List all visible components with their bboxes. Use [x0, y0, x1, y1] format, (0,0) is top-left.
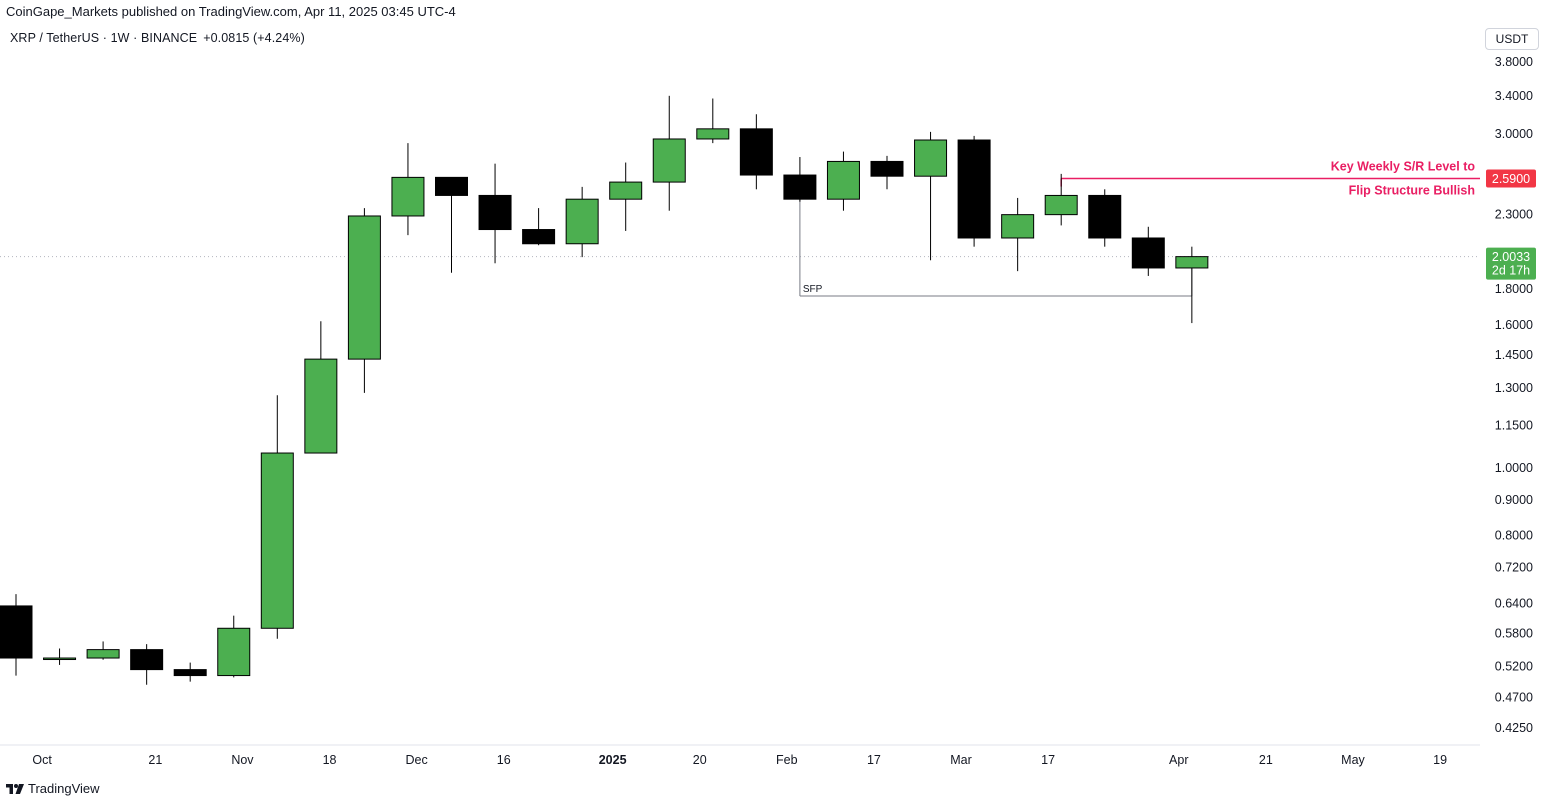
x-tick-label: 18 — [323, 753, 337, 767]
y-tick-label: 1.8000 — [1495, 282, 1533, 296]
candle-up[interactable] — [347, 215, 381, 360]
candle-up[interactable] — [260, 452, 294, 629]
candle-up[interactable] — [304, 358, 338, 454]
x-tick-label: 21 — [148, 753, 162, 767]
candle-up[interactable] — [1044, 194, 1078, 216]
candle-up[interactable] — [43, 657, 77, 661]
candle-down[interactable] — [1088, 194, 1122, 239]
y-tick-label: 1.1500 — [1495, 418, 1533, 432]
key-level-price-label: 2.5900 — [1492, 172, 1530, 186]
x-tick-label: 19 — [1433, 753, 1447, 767]
x-tick-label: Mar — [950, 753, 972, 767]
candle-down[interactable] — [957, 139, 991, 239]
y-tick-label: 0.8000 — [1495, 529, 1533, 543]
symbol-info: XRP / TetherUS · 1W · BINANCE +0.0815 (+4… — [10, 31, 305, 45]
x-tick-label: May — [1341, 753, 1365, 767]
candle-up[interactable] — [609, 181, 643, 200]
y-tick-label: 0.6400 — [1495, 597, 1533, 611]
currency-button[interactable]: USDT — [1485, 28, 1539, 50]
candle-down[interactable] — [783, 174, 817, 200]
candle-up[interactable] — [1001, 214, 1035, 239]
candle-up[interactable] — [914, 139, 948, 177]
y-tick-label: 0.4700 — [1495, 690, 1533, 704]
x-tick-label: Dec — [406, 753, 428, 767]
key-level-annotation-line2: Flip Structure Bullish — [1349, 184, 1475, 198]
candle-down[interactable] — [739, 128, 773, 176]
y-tick-label: 1.4500 — [1495, 348, 1533, 362]
current-price-badge — [1486, 247, 1536, 280]
candle-down[interactable] — [522, 229, 556, 245]
candle-down[interactable] — [1131, 237, 1165, 269]
y-tick-label: 3.8000 — [1495, 55, 1533, 69]
candle-down[interactable] — [130, 649, 164, 671]
candle-down[interactable] — [478, 194, 512, 231]
x-tick-label: Apr — [1169, 753, 1188, 767]
y-tick-label: 1.3000 — [1495, 381, 1533, 395]
x-tick-label: Nov — [231, 753, 254, 767]
candle-up[interactable] — [217, 627, 251, 677]
key-level-price-badge — [1486, 169, 1536, 188]
candle-up[interactable] — [565, 198, 599, 245]
candle-down[interactable] — [870, 160, 904, 177]
tradingview-logo-icon — [6, 783, 24, 794]
y-tick-label: 0.4250 — [1495, 721, 1533, 735]
candle-down[interactable] — [435, 176, 468, 196]
brand-name: TradingView — [28, 781, 100, 796]
price-change: +0.0815 (+4.24%) — [203, 31, 305, 45]
candle-up[interactable] — [696, 128, 730, 140]
y-tick-label: 0.9000 — [1495, 493, 1533, 507]
candle-up[interactable] — [1175, 256, 1209, 269]
x-tick-label: 21 — [1259, 753, 1273, 767]
x-tick-label: 17 — [1041, 753, 1055, 767]
x-tick-label: Feb — [776, 753, 798, 767]
y-tick-label: 0.5800 — [1495, 626, 1533, 640]
candle-up[interactable] — [652, 138, 686, 183]
symbol-name: XRP / TetherUS · 1W · BINANCE — [10, 31, 198, 45]
y-tick-label: 1.0000 — [1495, 461, 1533, 475]
y-tick-label: 0.5200 — [1495, 660, 1533, 674]
x-tick-label: 20 — [693, 753, 707, 767]
bar-countdown-label: 2d 17h — [1492, 264, 1530, 278]
y-tick-label: 3.0000 — [1495, 127, 1533, 141]
x-tick-label: 17 — [867, 753, 881, 767]
tradingview-brand[interactable]: TradingView — [6, 781, 100, 796]
x-tick-label: 2025 — [599, 753, 627, 767]
publish-info: CoinGape_Markets published on TradingVie… — [6, 4, 456, 19]
y-tick-label: 0.7200 — [1495, 561, 1533, 575]
y-tick-label: 1.6000 — [1495, 318, 1533, 332]
candle-up[interactable] — [826, 160, 860, 200]
y-tick-label: 2.3000 — [1495, 208, 1533, 222]
candle-up[interactable] — [391, 176, 425, 217]
sfp-label: SFP — [803, 284, 823, 295]
y-tick-label: 3.4000 — [1495, 89, 1533, 103]
x-tick-label: Oct — [32, 753, 52, 767]
candle-down[interactable] — [173, 669, 207, 677]
key-level-annotation-line1: Key Weekly S/R Level to — [1331, 160, 1476, 174]
candle-up[interactable] — [86, 649, 120, 659]
current-price-label: 2.0033 — [1492, 250, 1530, 264]
x-tick-label: 16 — [497, 753, 511, 767]
candle-down[interactable] — [0, 605, 33, 659]
